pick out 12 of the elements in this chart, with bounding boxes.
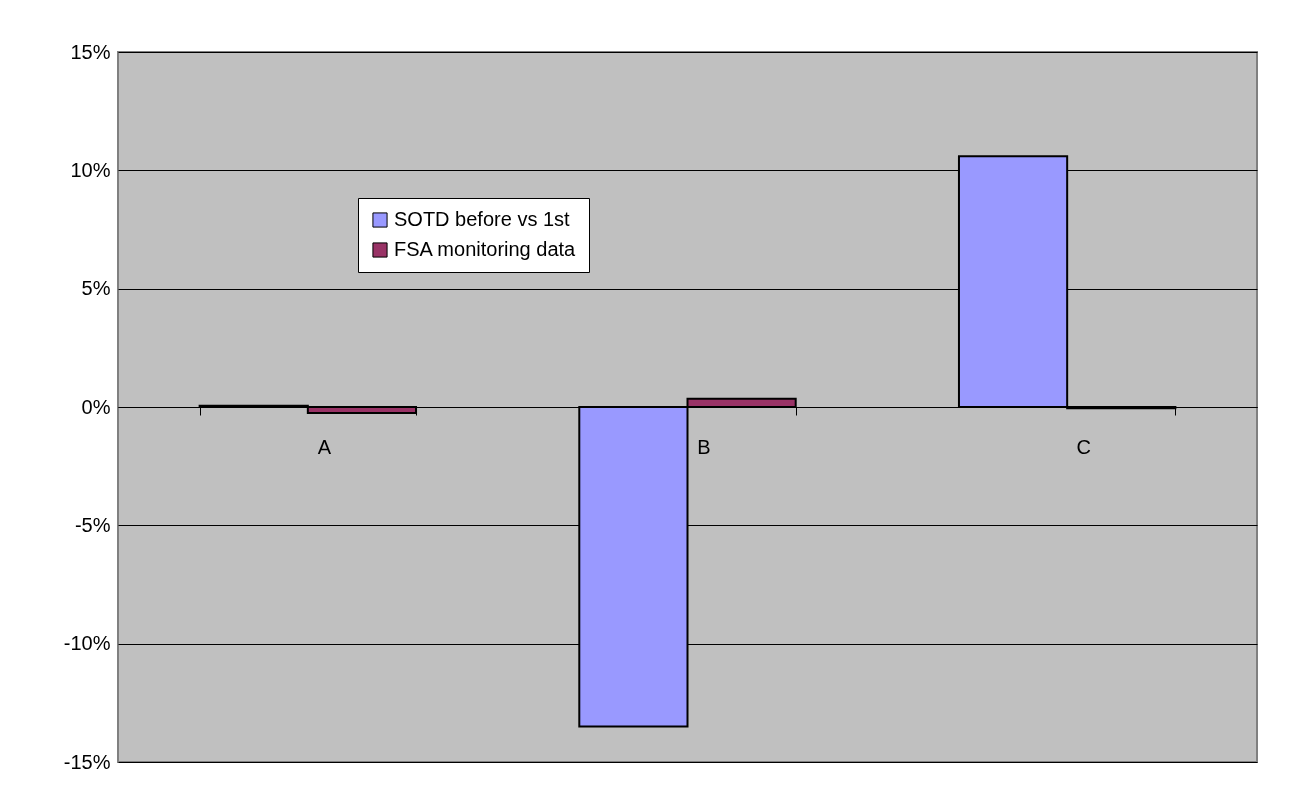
y-tick-label: -10%	[63, 632, 111, 655]
y-tick-label: -5%	[74, 513, 111, 536]
y-tick-label: 15%	[70, 40, 111, 63]
y-tick-label: 0%	[81, 395, 111, 418]
x-tick-label: C	[1076, 435, 1091, 458]
x-tick-label: B	[697, 435, 711, 458]
legend-label: FSA monitoring data	[394, 238, 577, 260]
x-tick-label: A	[317, 435, 332, 458]
y-tick-label: 10%	[70, 158, 111, 181]
legend-label: SOTD before vs 1st	[394, 208, 571, 230]
y-tick-label: 5%	[81, 277, 111, 300]
y-tick-label: -15%	[63, 750, 111, 773]
